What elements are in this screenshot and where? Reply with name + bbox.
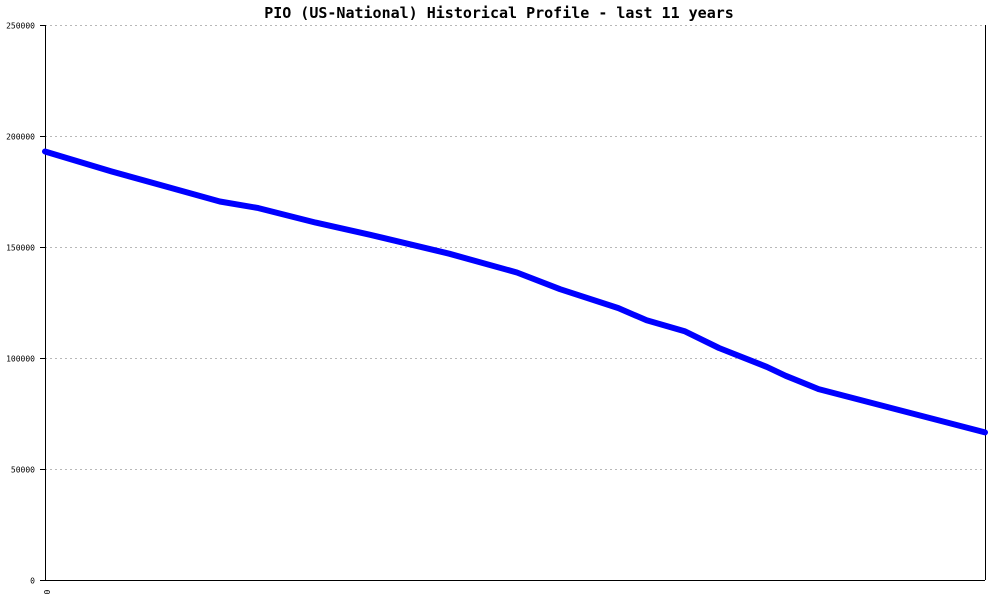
series-line <box>42 148 988 436</box>
y-tick-label: 0 <box>30 577 35 586</box>
y-tick-label: 50000 <box>11 466 35 475</box>
series-lines <box>42 148 988 436</box>
tick-labels: 0 50000 100000 150000 200000 250000 0 <box>6 22 51 595</box>
y-tick-label: 250000 <box>6 22 35 31</box>
y-tick-label: 100000 <box>6 355 35 364</box>
grid-lines <box>45 25 985 470</box>
axes <box>40 25 986 581</box>
chart-title: PIO (US-National) Historical Profile - l… <box>264 4 734 22</box>
y-tick-label: 150000 <box>6 244 35 253</box>
y-tick-label: 200000 <box>6 133 35 142</box>
x-tick-label: 0 <box>42 590 51 595</box>
